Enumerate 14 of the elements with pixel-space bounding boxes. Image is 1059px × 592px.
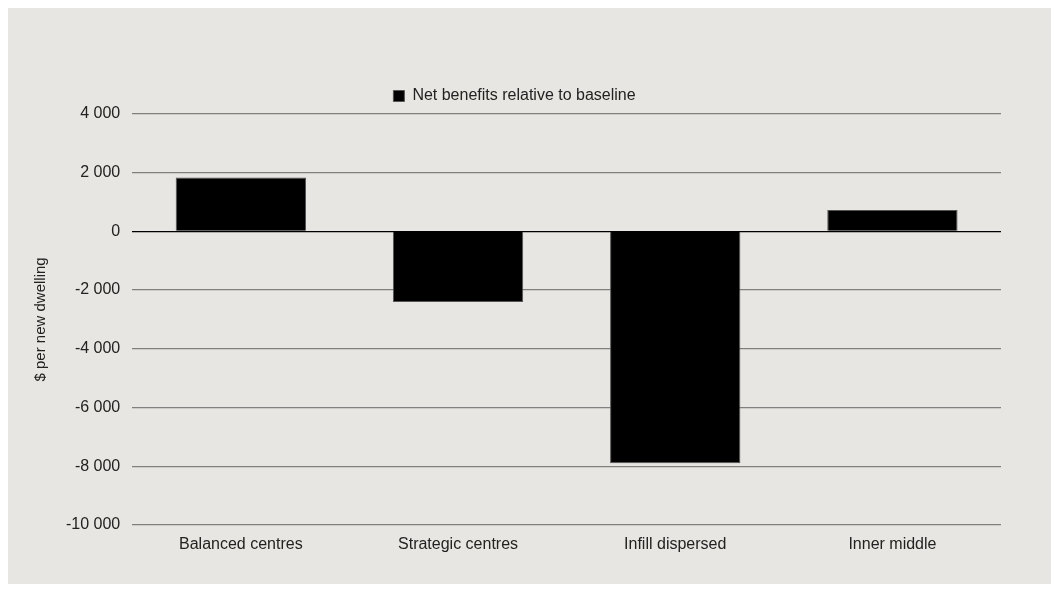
x-tick-label: Strategic centres bbox=[398, 534, 519, 552]
y-tick-label: -4 000 bbox=[74, 339, 121, 357]
y-tick-label: 0 bbox=[111, 221, 121, 239]
y-tick-label: 2 000 bbox=[80, 163, 121, 181]
y-axis-title: $ per new dwelling bbox=[31, 257, 49, 382]
x-tick-label: Infill dispersed bbox=[624, 534, 727, 552]
y-tick-label: 4 000 bbox=[80, 104, 121, 122]
y-tick-label: -2 000 bbox=[74, 280, 121, 298]
y-tick-label: -6 000 bbox=[74, 397, 121, 415]
legend-label: Net benefits relative to baseline bbox=[412, 86, 636, 104]
y-tick-label: -8 000 bbox=[74, 456, 121, 474]
y-tick-label: -10 000 bbox=[66, 515, 121, 533]
x-tick-label: Inner middle bbox=[848, 534, 937, 552]
x-tick-label: Balanced centres bbox=[179, 534, 303, 552]
